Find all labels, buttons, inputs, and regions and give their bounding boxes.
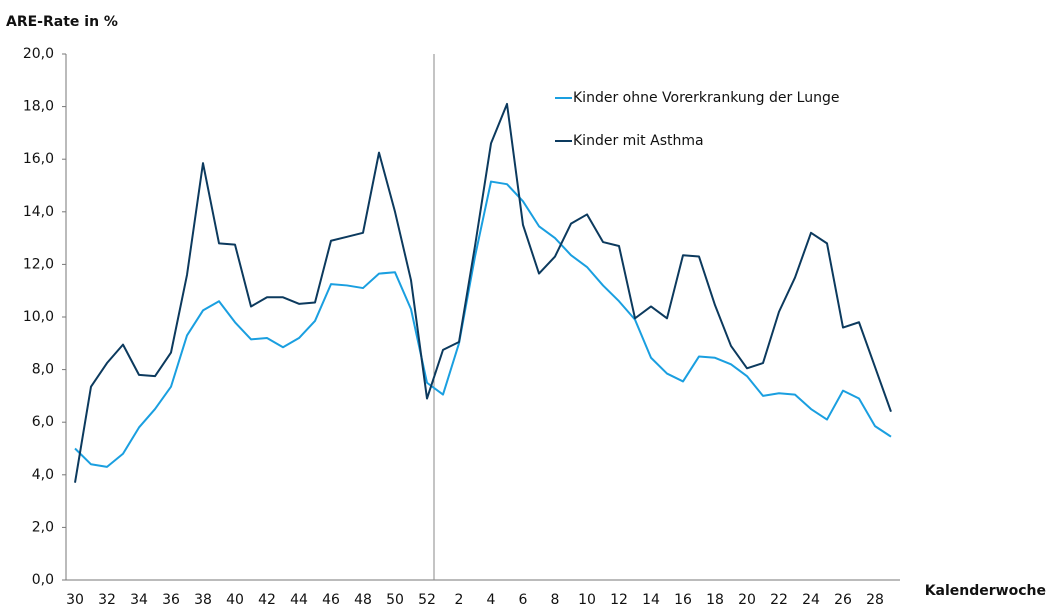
x-tick-label: 52	[418, 592, 436, 608]
x-tick-label: 42	[258, 592, 276, 608]
y-tick-label: 4,0	[32, 467, 54, 483]
series-line	[74, 102, 892, 483]
x-tick-label: 8	[551, 592, 560, 608]
legend-label: Kinder mit Asthma	[573, 133, 704, 149]
x-tick-label: 18	[706, 592, 724, 608]
y-tick-label: 14,0	[23, 204, 54, 220]
x-tick-label: 34	[130, 592, 148, 608]
x-tick-label: 4	[487, 592, 496, 608]
x-tick-label: 10	[578, 592, 596, 608]
x-tick-label: 12	[610, 592, 628, 608]
x-tick-label: 16	[674, 592, 692, 608]
y-tick-label: 16,0	[23, 151, 54, 167]
x-tick-label: 2	[455, 592, 464, 608]
y-tick-label: 8,0	[32, 362, 54, 378]
x-tick-label: 36	[162, 592, 180, 608]
x-tick-label: 48	[354, 592, 372, 608]
x-tick-label: 30	[66, 592, 84, 608]
y-tick-label: 18,0	[23, 99, 54, 115]
x-tick-label: 24	[802, 592, 820, 608]
x-tick-label: 14	[642, 592, 660, 608]
x-tick-label: 22	[770, 592, 788, 608]
x-tick-label: 6	[519, 592, 528, 608]
x-tick-label: 32	[98, 592, 116, 608]
y-tick-label: 12,0	[23, 256, 54, 272]
series-line	[74, 180, 892, 468]
y-tick-label: 20,0	[23, 46, 54, 62]
legend-label: Kinder ohne Vorerkrankung der Lunge	[573, 90, 839, 106]
x-axis-label: Kalenderwoche	[925, 583, 1046, 599]
x-tick-label: 20	[738, 592, 756, 608]
chart-title: ARE-Rate in %	[6, 14, 118, 30]
x-tick-label: 44	[290, 592, 308, 608]
y-tick-label: 6,0	[32, 414, 54, 430]
y-tick-label: 2,0	[32, 519, 54, 535]
x-tick-label: 38	[194, 592, 212, 608]
x-tick-label: 46	[322, 592, 340, 608]
x-tick-label: 26	[834, 592, 852, 608]
y-tick-label: 0,0	[32, 572, 54, 588]
y-tick-label: 10,0	[23, 309, 54, 325]
x-tick-label: 50	[386, 592, 404, 608]
x-tick-label: 40	[226, 592, 244, 608]
x-tick-label: 28	[866, 592, 884, 608]
